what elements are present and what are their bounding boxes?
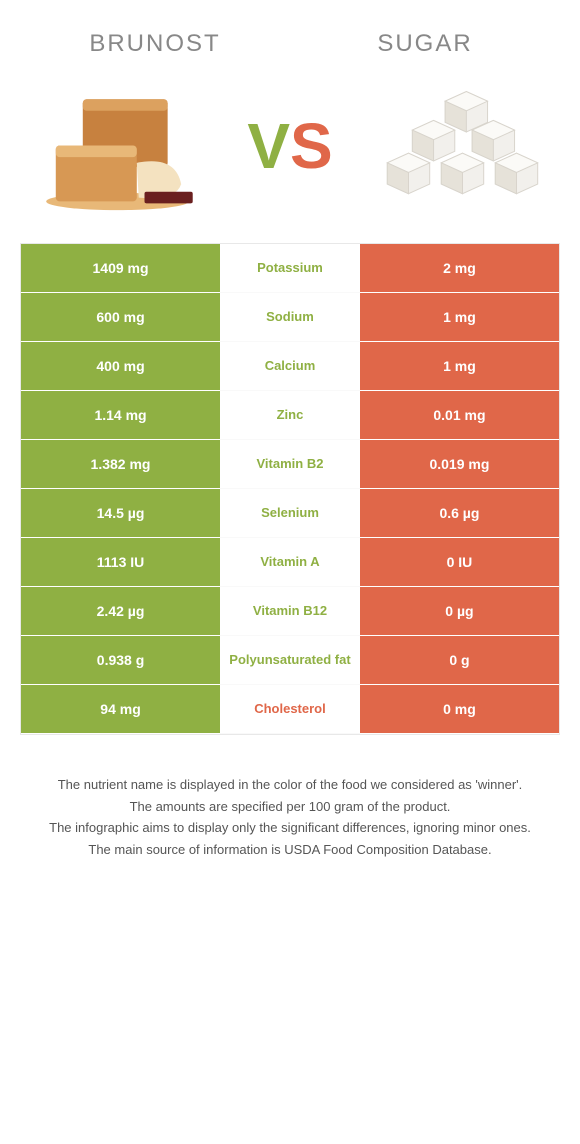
cell-left: 400 mg bbox=[21, 342, 220, 391]
cell-left: 0.938 g bbox=[21, 636, 220, 685]
cell-left: 1113 IU bbox=[21, 538, 220, 587]
table-row: 14.5 µgSelenium0.6 µg bbox=[21, 489, 559, 538]
cell-right: 0.01 mg bbox=[360, 391, 559, 440]
cell-left: 94 mg bbox=[21, 685, 220, 734]
cell-left: 1.382 mg bbox=[21, 440, 220, 489]
cell-right: 0.019 mg bbox=[360, 440, 559, 489]
cell-label: Cholesterol bbox=[220, 685, 360, 734]
cell-label: Calcium bbox=[220, 342, 360, 391]
table-row: 1113 IUVitamin A0 IU bbox=[21, 538, 559, 587]
cell-label: Vitamin B2 bbox=[220, 440, 360, 489]
cell-right: 2 mg bbox=[360, 244, 559, 293]
table-row: 1.382 mgVitamin B20.019 mg bbox=[21, 440, 559, 489]
table-row: 400 mgCalcium1 mg bbox=[21, 342, 559, 391]
cell-right: 0 IU bbox=[360, 538, 559, 587]
brunost-icon bbox=[30, 78, 205, 213]
cell-label: Vitamin A bbox=[220, 538, 360, 587]
vs-s: S bbox=[290, 109, 333, 183]
sugar-icon bbox=[375, 78, 550, 213]
footnote-line: The infographic aims to display only the… bbox=[30, 818, 550, 838]
cell-right: 1 mg bbox=[360, 293, 559, 342]
vs-label: VS bbox=[247, 109, 332, 183]
footnote-line: The nutrient name is displayed in the co… bbox=[30, 775, 550, 795]
cell-label: Potassium bbox=[220, 244, 360, 293]
left-title: BRUNOST bbox=[20, 30, 290, 58]
cell-label: Polyunsaturated fat bbox=[220, 636, 360, 685]
table-row: 0.938 gPolyunsaturated fat0 g bbox=[21, 636, 559, 685]
comparison-table: 1409 mgPotassium2 mg600 mgSodium1 mg400 … bbox=[20, 243, 560, 735]
infographic-container: BRUNOST SUGAR VS bbox=[0, 0, 580, 881]
cell-left: 14.5 µg bbox=[21, 489, 220, 538]
cell-right: 0.6 µg bbox=[360, 489, 559, 538]
cell-right: 0 µg bbox=[360, 587, 559, 636]
footnotes: The nutrient name is displayed in the co… bbox=[0, 735, 580, 881]
cell-right: 0 g bbox=[360, 636, 559, 685]
cell-label: Zinc bbox=[220, 391, 360, 440]
vs-v: V bbox=[247, 109, 290, 183]
cell-right: 0 mg bbox=[360, 685, 559, 734]
footnote-line: The main source of information is USDA F… bbox=[30, 840, 550, 860]
cell-label: Sodium bbox=[220, 293, 360, 342]
cell-left: 1409 mg bbox=[21, 244, 220, 293]
table-row: 1.14 mgZinc0.01 mg bbox=[21, 391, 559, 440]
image-row: VS bbox=[0, 68, 580, 243]
table-row: 1409 mgPotassium2 mg bbox=[21, 244, 559, 293]
title-row: BRUNOST SUGAR bbox=[0, 0, 580, 68]
table-row: 2.42 µgVitamin B120 µg bbox=[21, 587, 559, 636]
cell-right: 1 mg bbox=[360, 342, 559, 391]
right-title: SUGAR bbox=[290, 30, 560, 58]
cell-label: Vitamin B12 bbox=[220, 587, 360, 636]
table-row: 94 mgCholesterol0 mg bbox=[21, 685, 559, 734]
cell-left: 2.42 µg bbox=[21, 587, 220, 636]
cell-left: 600 mg bbox=[21, 293, 220, 342]
right-image bbox=[375, 78, 550, 213]
footnote-line: The amounts are specified per 100 gram o… bbox=[30, 797, 550, 817]
table-row: 600 mgSodium1 mg bbox=[21, 293, 559, 342]
cell-label: Selenium bbox=[220, 489, 360, 538]
cell-left: 1.14 mg bbox=[21, 391, 220, 440]
left-image bbox=[30, 78, 205, 213]
